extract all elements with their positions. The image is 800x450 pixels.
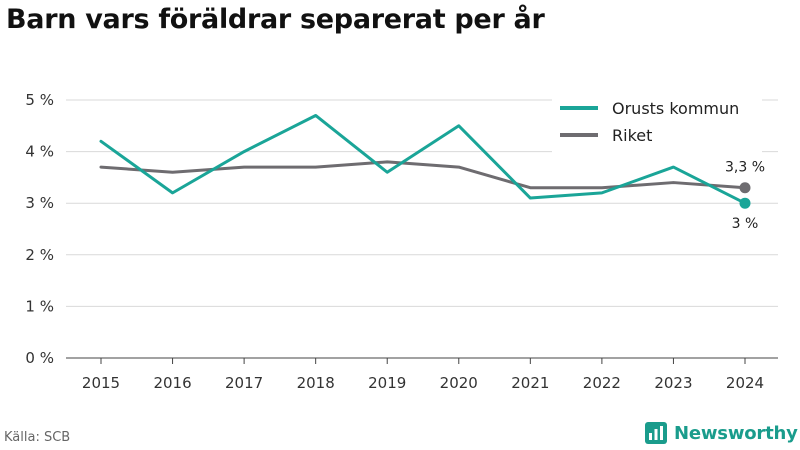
x-tick-label: 2018: [297, 374, 335, 392]
x-tick-label: 2016: [153, 374, 191, 392]
legend-label: Orusts kommun: [612, 99, 739, 118]
y-tick-label: 3 %: [25, 194, 54, 212]
brand-name: Newsworthy: [674, 422, 798, 444]
source-note: Källa: SCB: [4, 430, 71, 445]
x-tick-label: 2022: [583, 374, 621, 392]
brand-logo: Newsworthy: [645, 420, 798, 446]
end-value-label: 3 %: [732, 216, 759, 232]
gridlines: [66, 99, 778, 307]
x-tick-label: 2021: [511, 374, 549, 392]
series-line-riket: [99, 160, 747, 190]
y-tick-label: 5 %: [25, 91, 54, 109]
end-markers: 3 % 3,3 %: [725, 160, 765, 232]
x-tick-label: 2019: [368, 374, 406, 392]
end-point-riket: [739, 182, 751, 194]
legend: Orusts kommun Riket: [552, 92, 762, 154]
series-line-orust: [99, 113, 747, 205]
y-tick-label: 2 %: [25, 246, 54, 264]
series-lines: [99, 113, 747, 205]
x-tick-label: 2024: [726, 374, 764, 392]
legend-box: [552, 92, 762, 154]
legend-label: Riket: [612, 126, 652, 145]
end-point-orust: [739, 197, 751, 209]
y-tick-label: 0 %: [25, 349, 54, 367]
x-tick-label: 2017: [225, 374, 263, 392]
x-tick-label: 2015: [82, 374, 120, 392]
axes: 0 % 1 % 2 % 3 % 4 % 5 % 2015 2016 2017 2018 2019 20…: [25, 91, 778, 392]
x-tick-label: 2023: [654, 374, 692, 392]
x-tick-label: 2020: [440, 374, 478, 392]
newsworthy-logo-icon: [645, 422, 667, 444]
y-tick-label: 1 %: [25, 297, 54, 315]
chart-title: Barn vars föräldrar separerat per år: [6, 4, 545, 35]
end-value-label: 3,3 %: [725, 160, 765, 176]
y-tick-label: 4 %: [25, 143, 54, 161]
